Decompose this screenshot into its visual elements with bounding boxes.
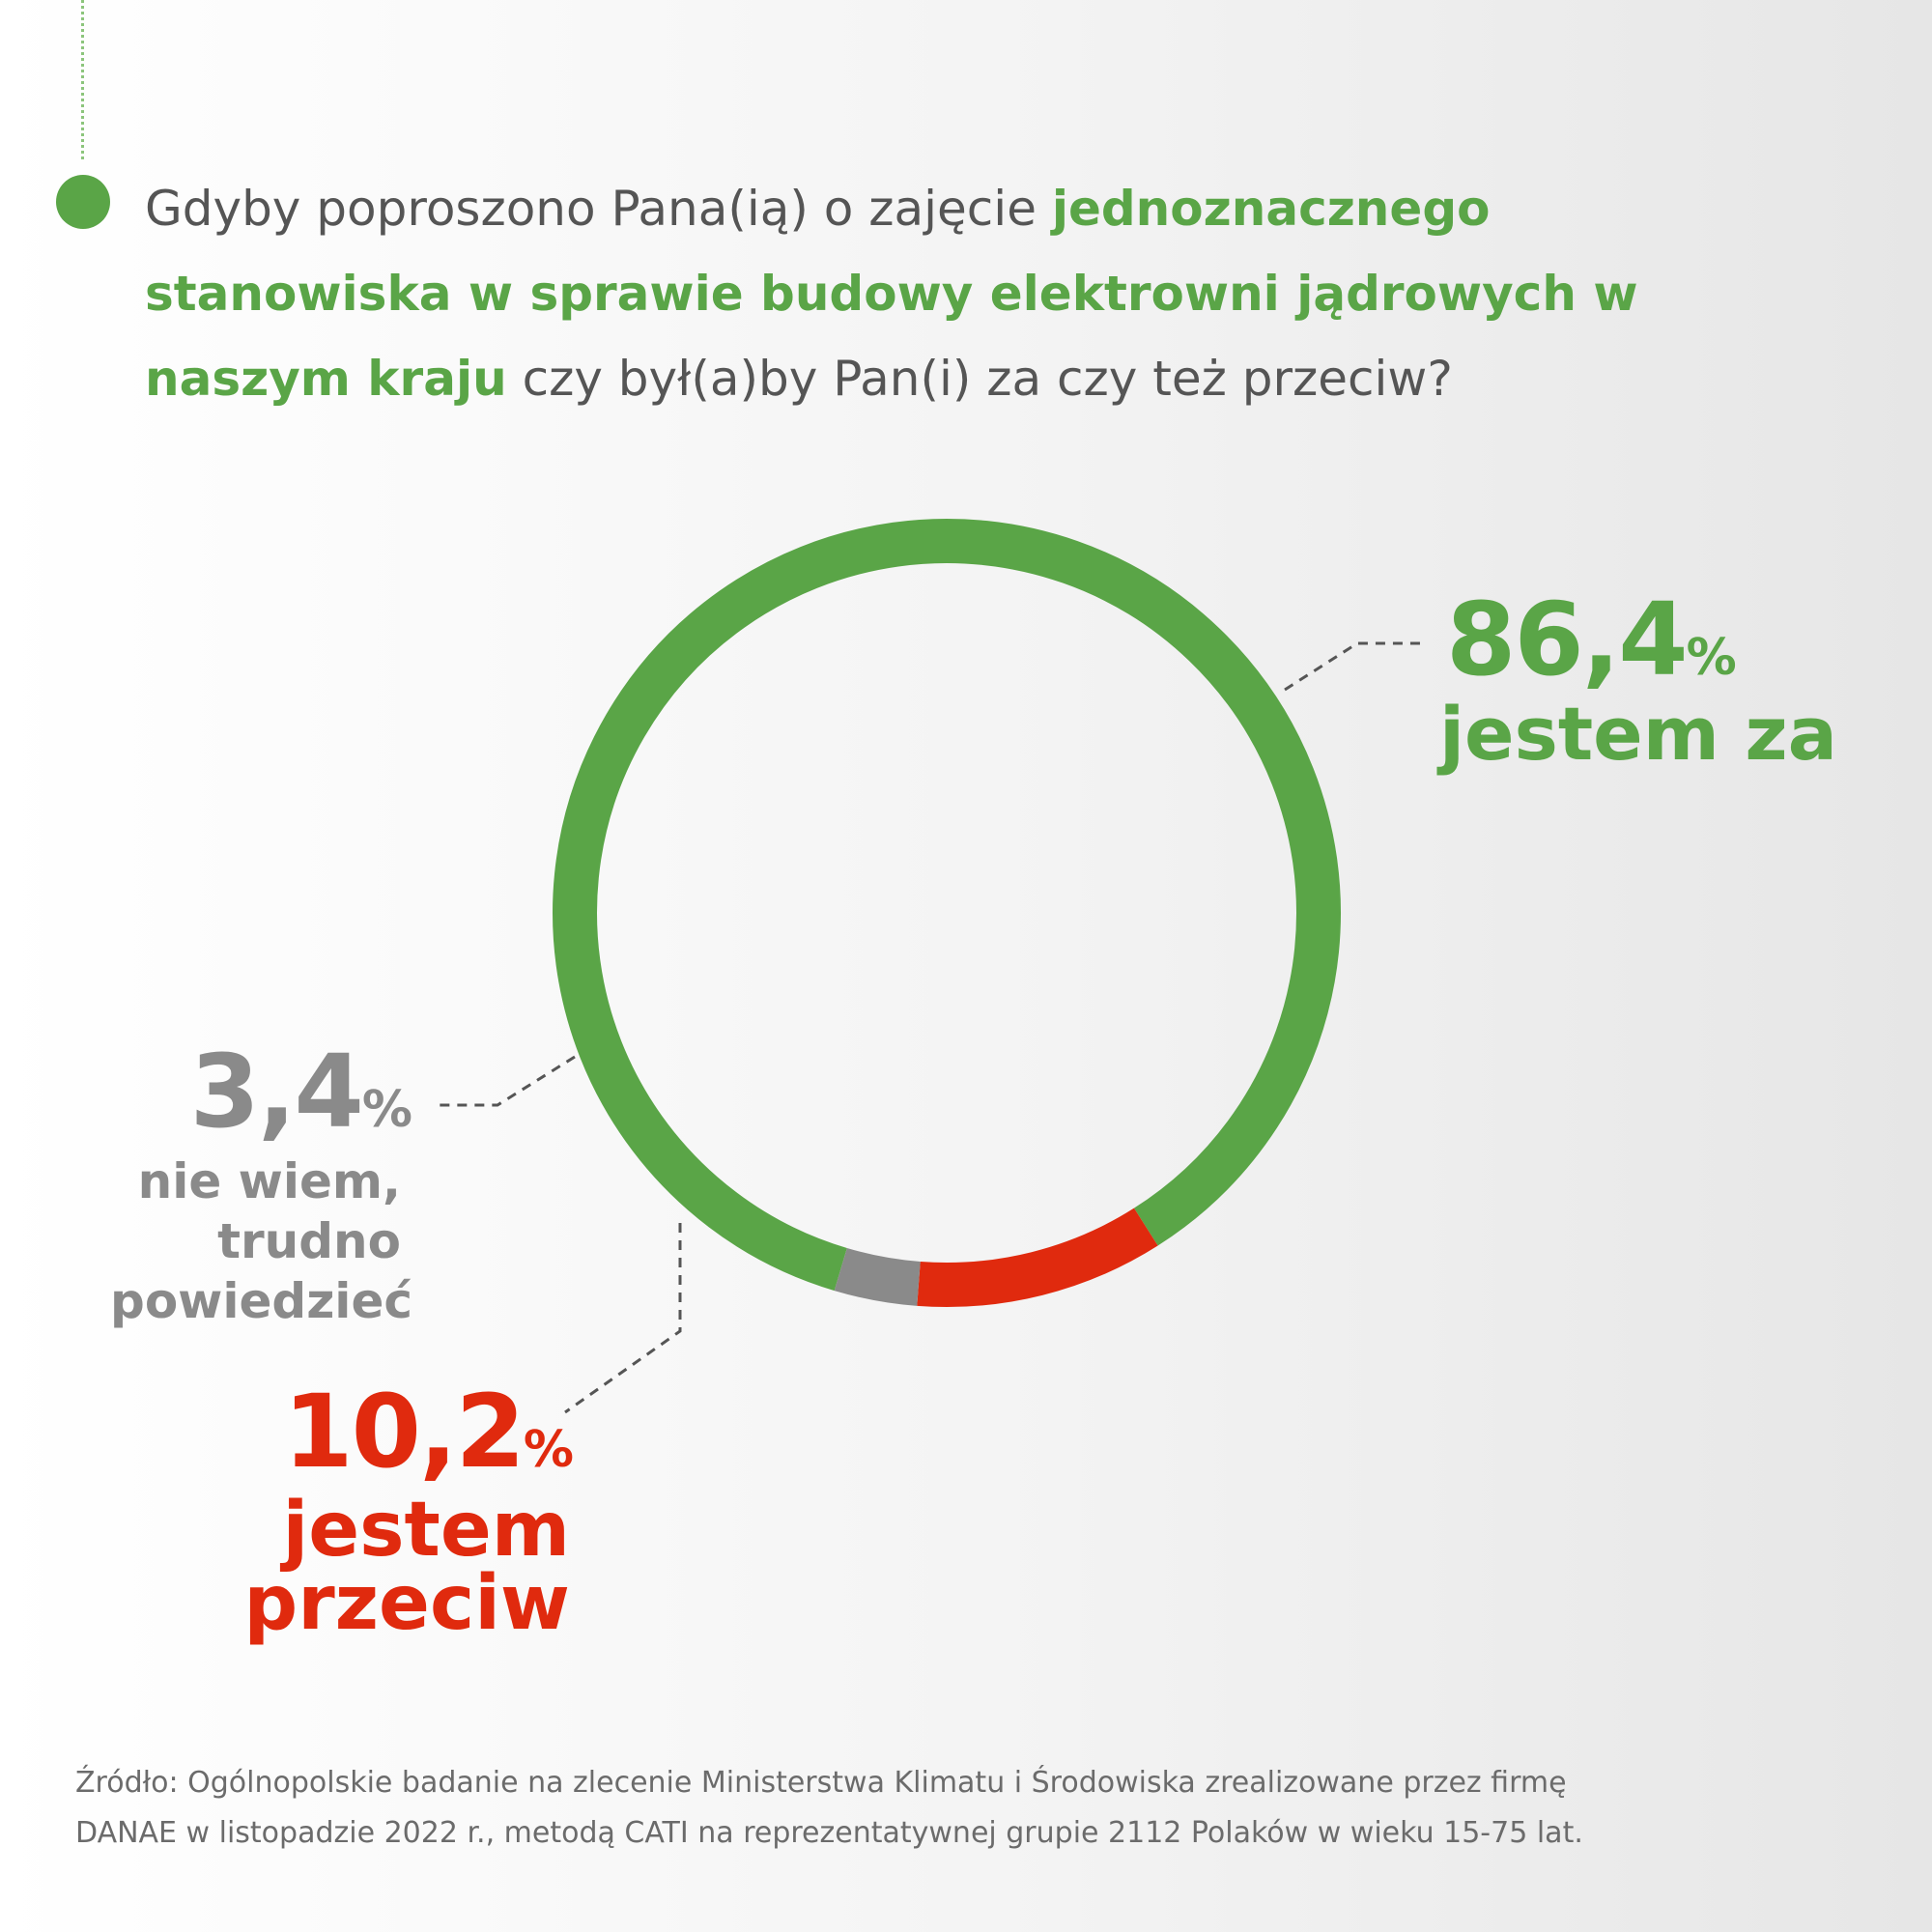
category-label-przeciw-2: przeciw [243,1560,570,1647]
slice-nie-wiem [834,1247,922,1306]
value-label-przeciw: 10,2% [283,1373,573,1491]
category-label-nie-wiem-3: powiedzieć [110,1273,412,1329]
slice-jestem-za [553,519,1341,1292]
pct-sign-nie-wiem: % [362,1081,412,1139]
bullet-dot-icon [56,175,110,229]
leader-line-nie-wiem [440,1055,576,1107]
value-za: 86,4 [1446,581,1687,698]
question-text: Gdyby poproszono Pana(ią) o zajęcie jedn… [145,166,1787,421]
value-label-nie-wiem: 3,4% [190,1033,412,1151]
value-przeciw: 10,2 [283,1373,524,1491]
leader-line-za [1284,641,1425,692]
value-label-za: 86,4% [1446,581,1736,698]
leader-line-przeciw [564,1223,682,1414]
question-part1: Gdyby poproszono Pana(ią) o zajęcie [145,181,1052,237]
question-highlight: jednoznacznego stanowiska w sprawie budo… [145,181,1638,407]
source-line-1: Źródło: Ogólnopolskie badanie na zleceni… [75,1766,1567,1800]
category-label-nie-wiem-2: trudno [217,1213,401,1269]
source-line-2: DANAE w listopadzie 2022 r., metodą CATI… [75,1816,1583,1850]
pct-sign-przeciw: % [524,1421,573,1479]
category-label-za: jestem za [1436,691,1837,777]
category-label-przeciw-1: jestem [279,1487,570,1574]
value-nie-wiem: 3,4 [190,1033,362,1151]
slice-jestem-przeciw [917,1208,1158,1307]
decorative-dotted-line [81,0,84,159]
source-note: Źródło: Ogólnopolskie badanie na zleceni… [75,1758,1862,1859]
category-label-nie-wiem-1: nie wiem, [138,1153,401,1209]
question-part2: czy był(a)by Pan(i) za czy też przeciw? [506,351,1453,407]
pct-sign-za: % [1687,629,1736,687]
